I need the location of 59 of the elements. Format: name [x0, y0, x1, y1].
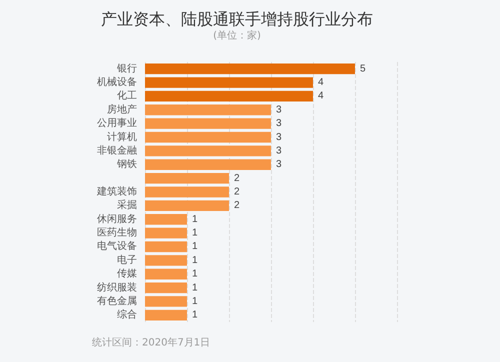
data-label: 2: [234, 200, 240, 212]
bar: [145, 104, 271, 116]
bar: [145, 255, 187, 266]
bar: [145, 200, 229, 212]
bar: [145, 64, 355, 74]
bar: [145, 172, 229, 184]
data-label: 3: [276, 104, 282, 116]
data-label: 1: [192, 228, 198, 239]
data-label: 1: [192, 296, 198, 307]
bar: [145, 282, 187, 294]
bar: [145, 90, 313, 102]
bar: [145, 132, 271, 143]
y-tick-label: 计算机: [107, 130, 137, 143]
y-tick-label: 采掘: [117, 199, 137, 212]
text: 统计区间：2020年7月1日: [92, 336, 210, 348]
y-tick-label: 纺织服装: [97, 281, 137, 294]
bar: [145, 228, 187, 238]
data-label: 4: [318, 77, 324, 88]
y-tick-label: 公用事业: [97, 117, 137, 130]
data-label: 4: [318, 90, 324, 102]
y-tick-label: 有色金属: [97, 294, 137, 307]
data-label: 2: [234, 186, 240, 198]
y-tick-label: 房地产: [107, 103, 137, 116]
bar: [145, 268, 187, 280]
bar: [145, 118, 271, 129]
y-tick-label: 传媒: [117, 268, 137, 280]
data-label: 2: [234, 172, 240, 184]
y-tick-label: 建筑装饰: [96, 186, 137, 198]
y-tick-label: 电子: [117, 254, 137, 266]
bar: [145, 310, 187, 320]
bar: [145, 146, 271, 156]
bar: [145, 159, 271, 170]
y-tick-label: 医药生物: [97, 226, 137, 239]
data-label: 3: [276, 159, 282, 170]
data-label: 1: [192, 282, 198, 294]
y-tick-label: 综合: [117, 308, 137, 321]
chart-subtitle: (单位：家): [213, 30, 261, 42]
y-tick-label: 化工: [117, 90, 137, 102]
data-label: 1: [192, 214, 198, 225]
y-tick-label: 机械设备: [97, 76, 137, 88]
data-label: 1: [192, 268, 198, 280]
bar: [145, 77, 313, 88]
y-tick-label: 非银金融: [97, 144, 137, 156]
data-label: 1: [192, 254, 198, 266]
y-tick-label: 电气设备: [97, 240, 137, 252]
y-tick-label: 银行: [116, 63, 137, 74]
data-label: 1: [192, 310, 198, 321]
y-tick-label: 休闲服务: [97, 212, 137, 225]
bar: [145, 296, 187, 307]
bar: [145, 186, 229, 198]
chart-title: 产业资本、陆股通联手增持股行业分布: [101, 10, 373, 28]
data-label: 3: [276, 145, 282, 156]
y-tick-label: 钢铁: [116, 158, 137, 170]
data-label: 3: [276, 132, 282, 143]
data-label: 1: [192, 241, 198, 252]
bar: [145, 214, 187, 225]
bar: [145, 241, 187, 252]
data-label: 3: [276, 118, 282, 130]
data-label: 5: [360, 63, 366, 74]
